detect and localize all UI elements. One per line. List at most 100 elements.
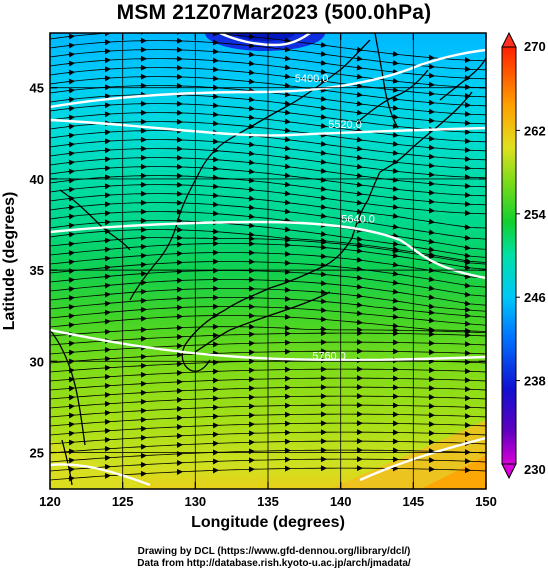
wind-arrow <box>355 181 363 188</box>
wind-arrow <box>283 82 291 89</box>
wind-arrow <box>67 403 75 410</box>
longitude-tick-labels: 120 125 130 135 140 145 150 <box>39 494 497 509</box>
wind-arrow <box>283 217 291 224</box>
wind-arrow <box>247 105 255 112</box>
wind-arrow <box>391 86 399 93</box>
wind-arrow <box>355 100 363 107</box>
wind-arrow <box>67 286 75 293</box>
wind-arrow <box>67 421 75 428</box>
wind-arrow <box>391 104 399 111</box>
wind-arrow <box>67 159 75 166</box>
wind-arrow <box>391 149 399 156</box>
wind-arrow <box>391 288 399 295</box>
wind-arrow <box>391 185 399 192</box>
colorbar-tick-label: 246 <box>524 290 546 305</box>
contour-labels: 5400.0 5520.0 5640.0 5760.0 <box>295 73 375 362</box>
contour-label: 5760.0 <box>312 350 346 362</box>
wind-arrow <box>247 96 255 103</box>
colorbar-ticks: 270 262 254 246 238 230 <box>516 39 546 477</box>
wind-arrow <box>67 340 75 347</box>
colorbar-tick-label: 230 <box>524 462 546 477</box>
wind-arrow <box>427 229 435 236</box>
colorbar-top-arrow <box>501 31 517 48</box>
wind-arrow <box>247 213 255 220</box>
lat-tick-label: 35 <box>30 263 44 278</box>
contour-label: 5400.0 <box>295 73 329 85</box>
wind-arrow <box>391 140 399 147</box>
wind-arrow <box>427 285 435 292</box>
wind-arrow <box>67 168 75 175</box>
lat-tick-label: 45 <box>30 81 44 96</box>
wind-arrow <box>67 177 75 184</box>
wind-arrow <box>67 51 75 58</box>
wind-arrow <box>355 301 363 308</box>
wind-arrow <box>247 78 255 85</box>
wind-arrow <box>67 304 75 311</box>
wind-arrow <box>67 231 75 238</box>
lat-tick-label: 30 <box>30 354 44 369</box>
wind-arrow <box>67 277 75 284</box>
wind-arrow <box>391 252 399 259</box>
wind-arrow <box>391 194 399 201</box>
x-axis-title: Longitude (degrees) <box>191 514 345 531</box>
wind-arrow <box>67 439 75 446</box>
wind-arrow <box>319 253 327 260</box>
wind-arrow <box>427 294 435 301</box>
wind-arrow <box>427 303 435 310</box>
wind-arrow <box>427 253 435 260</box>
wind-arrow <box>103 291 111 298</box>
wind-arrow <box>391 297 399 304</box>
wind-arrow <box>247 195 255 202</box>
colorbar-tick-label: 262 <box>524 123 546 138</box>
wind-arrow <box>247 168 255 175</box>
wind-arrow <box>355 265 363 272</box>
wind-arrow <box>67 322 75 329</box>
wind-arrow <box>67 448 75 455</box>
wind-arrow <box>319 194 327 201</box>
wind-arrow <box>355 283 363 290</box>
wind-arrow <box>391 279 399 286</box>
wind-arrow <box>355 64 363 71</box>
wind-arrow <box>67 123 75 130</box>
wind-arrow <box>247 150 255 157</box>
latitude-tick-labels: 25 30 35 40 45 <box>30 81 44 461</box>
lon-tick-label: 130 <box>184 494 206 509</box>
wind-arrow <box>283 181 291 188</box>
wind-arrow <box>391 131 399 138</box>
wind-arrow <box>247 204 255 211</box>
lon-tick-label: 150 <box>475 494 497 509</box>
wind-arrow <box>67 250 75 257</box>
wind-arrow <box>67 313 75 320</box>
wind-arrow <box>67 268 75 275</box>
wind-arrow <box>319 230 327 237</box>
wind-arrow <box>67 141 75 148</box>
wind-arrow <box>67 457 75 464</box>
wind-arrow <box>103 309 111 316</box>
wind-arrow <box>427 238 435 245</box>
wind-arrow <box>247 186 255 193</box>
wind-arrow <box>283 136 291 143</box>
wind-arrow <box>103 318 111 325</box>
wind-arrow <box>355 145 363 152</box>
colorbar-bottom-arrow <box>501 463 517 480</box>
wind-arrow <box>283 190 291 197</box>
lon-tick-label: 140 <box>330 494 352 509</box>
wind-arrow <box>463 244 471 251</box>
wind-arrow <box>103 282 111 289</box>
wind-arrow <box>283 91 291 98</box>
wind-arrow <box>319 41 327 48</box>
wind-arrow <box>391 305 399 312</box>
lat-lon-grid <box>50 33 486 489</box>
wind-arrow <box>103 273 111 280</box>
wind-arrow <box>355 310 363 317</box>
wind-arrow <box>391 203 399 210</box>
axis-ticks <box>49 33 487 489</box>
wind-arrow <box>283 145 291 152</box>
wind-arrow <box>247 33 255 40</box>
wind-arrow <box>283 163 291 170</box>
wind-arrow <box>67 259 75 266</box>
wind-arrow <box>355 118 363 125</box>
wind-arrow <box>391 261 399 268</box>
wind-arrow <box>247 177 255 184</box>
